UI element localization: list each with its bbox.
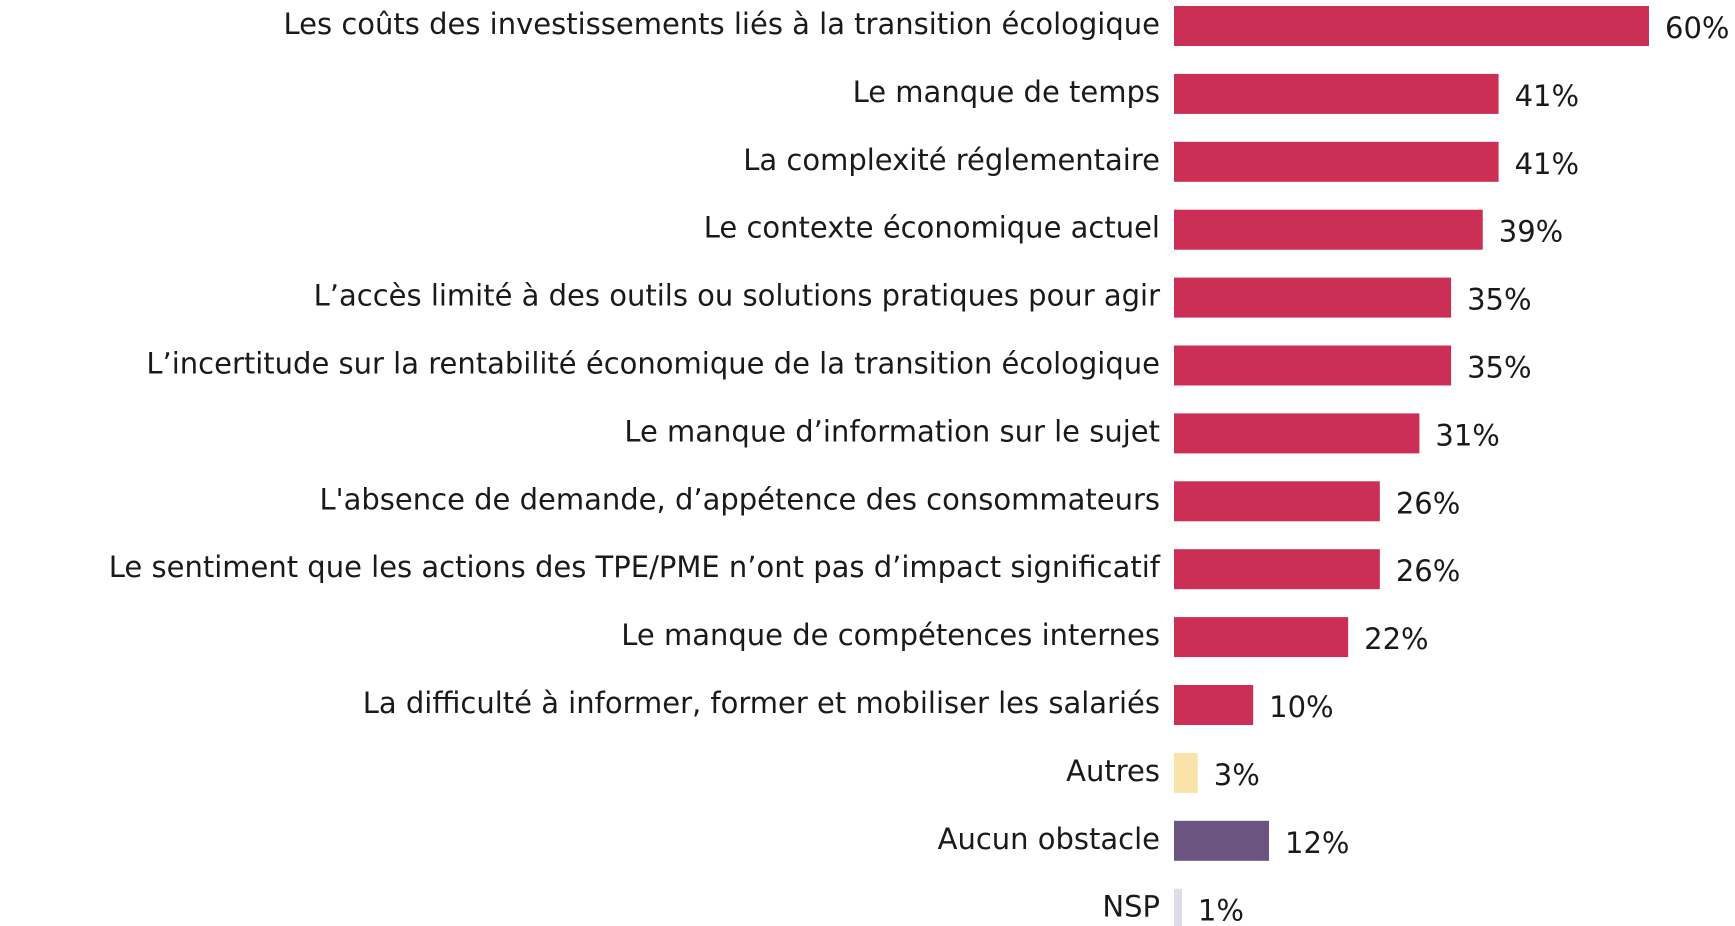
bar	[1174, 685, 1254, 725]
value-label: 26%	[1396, 554, 1460, 588]
category-label: La complexité réglementaire	[743, 143, 1160, 177]
bar	[1174, 481, 1380, 522]
bar	[1174, 73, 1499, 114]
category-label: Le manque de temps	[853, 75, 1160, 109]
category-label: L’accès limité à des outils ou solutions…	[314, 279, 1160, 313]
bar	[1174, 888, 1182, 926]
category-label: Autres	[1066, 754, 1160, 788]
bar	[1174, 6, 1649, 46]
category-label: Les coûts des investissements liés à la …	[284, 7, 1161, 41]
value-label: 26%	[1396, 486, 1460, 520]
bar	[1174, 549, 1380, 590]
bar	[1174, 752, 1198, 793]
bar	[1174, 413, 1420, 454]
value-label: 41%	[1515, 147, 1579, 181]
value-label: 39%	[1499, 215, 1563, 249]
category-label: NSP	[1102, 890, 1160, 924]
category-label: La difficulté à informer, former et mobi…	[363, 686, 1160, 720]
value-label: 60%	[1665, 11, 1729, 45]
category-label: Le sentiment que les actions des TPE/PME…	[109, 550, 1161, 584]
category-label: Aucun obstacle	[938, 822, 1160, 856]
value-label: 31%	[1435, 418, 1499, 452]
value-label: 3%	[1214, 758, 1260, 792]
bar	[1174, 820, 1269, 861]
category-label: L'absence de demande, d’appétence des co…	[320, 482, 1161, 516]
value-label: 35%	[1467, 351, 1531, 385]
value-label: 1%	[1198, 894, 1244, 926]
value-label: 41%	[1515, 79, 1579, 113]
category-label: Le contexte économique actuel	[704, 211, 1160, 245]
bar	[1174, 141, 1499, 182]
bar	[1174, 617, 1349, 658]
category-label: L’incertitude sur la rentabilité économi…	[146, 347, 1160, 381]
value-label: 22%	[1364, 622, 1428, 656]
value-label: 12%	[1285, 826, 1349, 860]
category-label: Le manque d’information sur le sujet	[624, 414, 1160, 448]
value-label: 10%	[1269, 690, 1333, 724]
bar	[1174, 277, 1452, 318]
bar	[1174, 209, 1483, 250]
bar	[1174, 345, 1452, 386]
category-label: Le manque de compétences internes	[621, 618, 1160, 652]
value-label: 35%	[1467, 283, 1531, 317]
